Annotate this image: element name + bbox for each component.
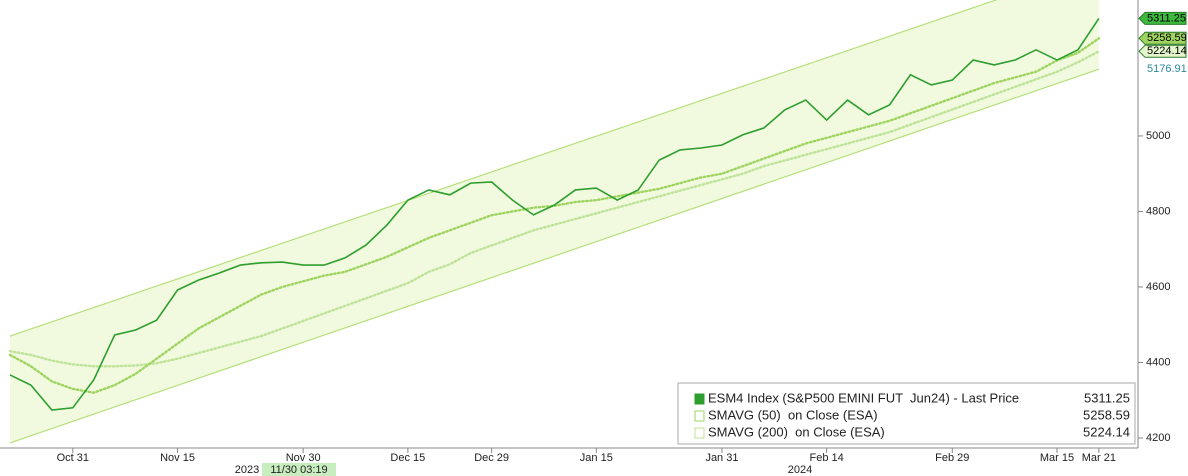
- legend-value: 5258.59: [1083, 407, 1130, 422]
- legend-swatch: [694, 427, 705, 439]
- x-tick-label: Oct 31: [57, 452, 89, 464]
- x-tick-label: Jan 15: [580, 452, 613, 464]
- x-tick-label: Feb 29: [935, 452, 969, 464]
- legend-box: [677, 382, 1136, 445]
- x-tick-label: Nov 15: [160, 452, 195, 464]
- legend-label: SMAVG (50) on Close (ESA): [708, 407, 878, 422]
- legend-value: 5224.14: [1083, 424, 1130, 439]
- legend-swatch: [694, 410, 705, 422]
- x-tick-label: Feb 14: [810, 452, 844, 464]
- timestamp: 11/30 03:19: [270, 464, 327, 476]
- sma50-tag-bg: [1138, 31, 1187, 45]
- legend: ESM4 Index (S&P500 EMINI FUT Jun24) - La…: [677, 382, 1136, 445]
- year-label: 2023: [235, 464, 259, 476]
- channel-tag: 5176.91: [1147, 63, 1187, 75]
- x-tick-label: Mar 15: [1040, 452, 1074, 464]
- price-tag: 5311.25: [1147, 12, 1186, 24]
- x-tick-label: Mar 21: [1082, 452, 1116, 464]
- x-tick-label: Dec 15: [390, 452, 425, 464]
- series-line: [9, 17, 1100, 411]
- x-tick-label: Dec 29: [474, 452, 509, 464]
- legend-swatch: [694, 393, 705, 405]
- y-tick-label: 4600: [1146, 281, 1170, 293]
- channel-lower: [9, 68, 1100, 444]
- time-highlight: [262, 463, 336, 476]
- year-label: 2024: [788, 464, 812, 476]
- legend-label: ESM4 Index (S&P500 EMINI FUT Jun24) - La…: [708, 390, 1019, 405]
- y-tick-label: 4200: [1146, 432, 1170, 444]
- x-tick-label: Jan 31: [705, 452, 738, 464]
- legend-label: SMAVG (200) on Close (ESA): [708, 424, 885, 439]
- plot-area: [8, 0, 1101, 444]
- channel-fill: [10, 0, 1099, 443]
- legend-value: 5311.25: [1084, 390, 1130, 405]
- sma200-tag: 5224.14: [1147, 45, 1187, 57]
- y-tick-label: 4800: [1146, 205, 1170, 217]
- price-tag-bg: [1138, 11, 1187, 25]
- sma50-tag: 5258.59: [1147, 32, 1187, 44]
- series-line: [8, 50, 1101, 368]
- x-tick-label: Nov 30: [286, 452, 321, 464]
- sma200-tag-bg: [1138, 44, 1187, 58]
- y-tick-label: 5000: [1146, 130, 1170, 142]
- channel-upper: [9, 0, 998, 337]
- y-tick-label: 4400: [1146, 356, 1170, 368]
